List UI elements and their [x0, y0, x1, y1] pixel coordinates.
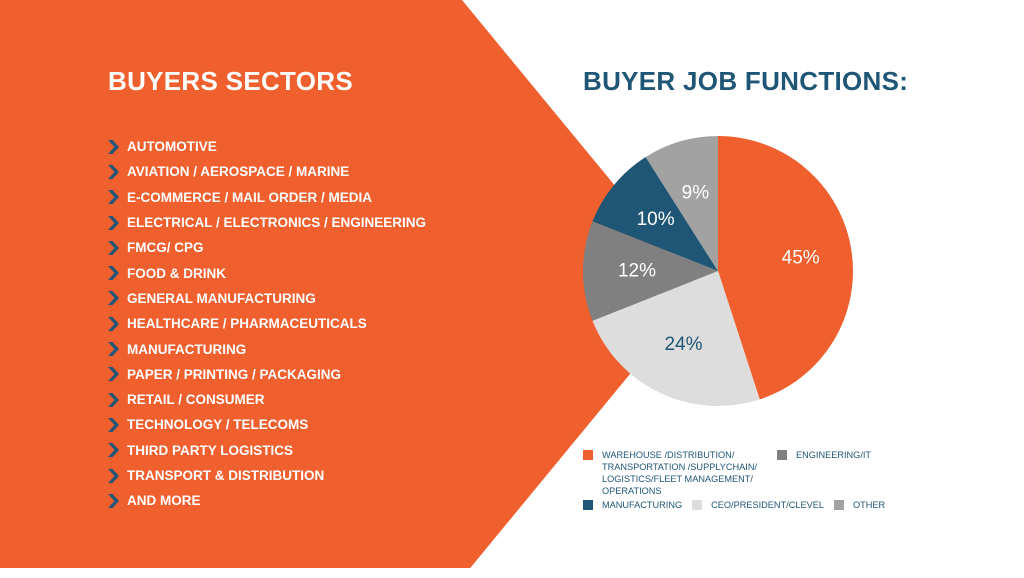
- chevron-right-icon: [108, 240, 119, 255]
- legend-swatch: [583, 450, 593, 460]
- chevron-right-icon: [108, 164, 119, 179]
- sector-label: AVIATION / AEROSPACE / MARINE: [127, 164, 350, 180]
- sector-label: E-COMMERCE / MAIL ORDER / MEDIA: [127, 189, 373, 205]
- pie-slice-value-label: 12%: [618, 261, 656, 282]
- legend-item: WAREHOUSE /DISTRIBUTION/ TRANSPORTATION …: [583, 449, 767, 497]
- sector-item: MANUFACTURING: [108, 336, 426, 361]
- legend-swatch: [692, 500, 703, 510]
- sector-list: AUTOMOTIVE AVIATION / AEROSPACE / MARINE E…: [108, 134, 426, 513]
- pie-slice: [645, 136, 718, 271]
- legend-label: WAREHOUSE /DISTRIBUTION/ TRANSPORTATION …: [602, 450, 758, 496]
- legend-item: CEO/PRESIDENT/CLEVEL: [692, 499, 824, 511]
- legend-label: MANUFACTURING: [602, 500, 683, 510]
- sector-label: FOOD & DRINK: [127, 265, 226, 281]
- sector-item: ELECTRICAL / ELECTRONICS / ENGINEERING: [108, 210, 426, 235]
- legend-label: OTHER: [852, 500, 886, 510]
- sector-label: AND MORE: [127, 493, 201, 509]
- sector-label: FMCG/ CPG: [127, 240, 204, 256]
- chevron-right-icon: [108, 417, 119, 432]
- sector-label: PAPER / PRINTING / PACKAGING: [127, 366, 342, 382]
- chevron-right-icon: [108, 266, 119, 281]
- legend-item: MANUFACTURING: [583, 499, 682, 511]
- chevron-right-icon: [108, 367, 119, 382]
- pie-slice-value-label: 24%: [664, 334, 702, 355]
- sector-item: AVIATION / AEROSPACE / MARINE: [108, 159, 426, 184]
- sector-label: HEALTHCARE / PHARMACEUTICALS: [127, 316, 367, 332]
- legend-item: OTHER: [833, 499, 886, 511]
- sector-label: THIRD PARTY LOGISTICS: [127, 442, 294, 458]
- sector-item: FOOD & DRINK: [108, 260, 426, 285]
- chevron-right-icon: [108, 392, 119, 407]
- chevron-right-icon: [108, 291, 119, 306]
- chevron-right-icon: [108, 342, 119, 357]
- sector-item: PAPER / PRINTING / PACKAGING: [108, 362, 426, 387]
- buyer-job-functions-title: BUYER JOB FUNCTIONS:: [583, 66, 909, 96]
- legend-row: MANUFACTURING CEO/PRESIDENT/CLEVEL OTHER: [583, 499, 895, 511]
- pie-slice: [592, 157, 718, 271]
- legend-label: CEO/PRESIDENT/CLEVEL: [711, 500, 824, 510]
- legend-row: WAREHOUSE /DISTRIBUTION/ TRANSPORTATION …: [583, 449, 881, 497]
- sector-item: RETAIL / CONSUMER: [108, 387, 426, 412]
- pie-slice: [718, 136, 853, 400]
- sector-item: AUTOMOTIVE: [108, 134, 426, 159]
- pie-slice-value-label: 10%: [637, 209, 675, 230]
- sector-item: AND MORE: [108, 488, 426, 513]
- legend-label: ENGINEERING/IT: [796, 450, 872, 460]
- sector-item: THIRD PARTY LOGISTICS: [108, 438, 426, 463]
- sector-item: TRANSPORT & DISTRIBUTION: [108, 463, 426, 488]
- sector-label: ELECTRICAL / ELECTRONICS / ENGINEERING: [127, 215, 427, 231]
- legend-swatch: [777, 450, 787, 460]
- legend-item: ENGINEERING/IT: [777, 449, 871, 461]
- job-functions-pie-chart: 45% 24% 12% 10% 9%: [583, 136, 853, 407]
- sector-item: GENERAL MANUFACTURING: [108, 286, 426, 311]
- chevron-right-icon: [108, 468, 119, 483]
- chevron-right-icon: [108, 139, 119, 154]
- sector-label: AUTOMOTIVE: [127, 139, 217, 155]
- legend-swatch: [833, 500, 844, 510]
- sector-label: TECHNOLOGY / TELECOMS: [127, 417, 309, 433]
- chevron-right-icon: [108, 493, 119, 508]
- sector-label: GENERAL MANUFACTURING: [127, 290, 316, 306]
- pie-slice: [592, 271, 760, 407]
- pie-slice-value-label: 45%: [782, 247, 820, 268]
- sector-item: TECHNOLOGY / TELECOMS: [108, 412, 426, 437]
- sector-item: HEALTHCARE / PHARMACEUTICALS: [108, 311, 426, 336]
- sector-label: MANUFACTURING: [127, 341, 247, 357]
- sector-label: RETAIL / CONSUMER: [127, 392, 265, 408]
- chevron-right-icon: [108, 190, 119, 205]
- sector-label: TRANSPORT & DISTRIBUTION: [127, 468, 325, 483]
- chevron-right-icon: [108, 316, 119, 331]
- legend-swatch: [583, 500, 593, 510]
- buyers-sectors-title: BUYERS SECTORS: [108, 66, 353, 96]
- sector-item: FMCG/ CPG: [108, 235, 426, 260]
- sector-item: E-COMMERCE / MAIL ORDER / MEDIA: [108, 185, 426, 210]
- pie-slice: [583, 221, 718, 321]
- chevron-right-icon: [108, 443, 119, 458]
- pie-slice-value-label: 9%: [682, 183, 710, 204]
- chevron-right-icon: [108, 215, 119, 230]
